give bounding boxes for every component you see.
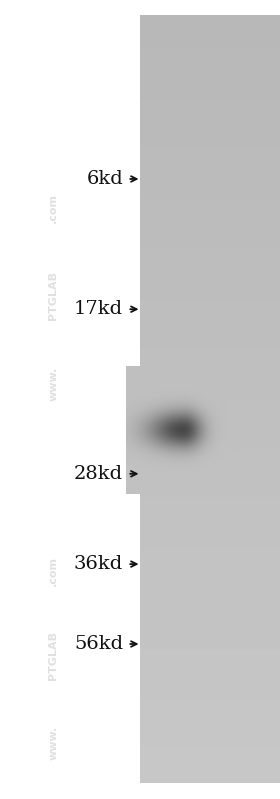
Text: www.: www. xyxy=(48,726,58,760)
Text: 56kd: 56kd xyxy=(74,635,123,653)
Text: 28kd: 28kd xyxy=(74,465,123,483)
Text: .com: .com xyxy=(48,556,58,586)
Text: 36kd: 36kd xyxy=(74,555,123,573)
Text: PTGLAB: PTGLAB xyxy=(48,630,58,680)
Text: 17kd: 17kd xyxy=(74,300,123,318)
Text: PTGLAB: PTGLAB xyxy=(48,271,58,320)
Text: .com: .com xyxy=(48,193,58,223)
Text: 6kd: 6kd xyxy=(87,170,123,188)
Text: www.: www. xyxy=(48,367,58,400)
